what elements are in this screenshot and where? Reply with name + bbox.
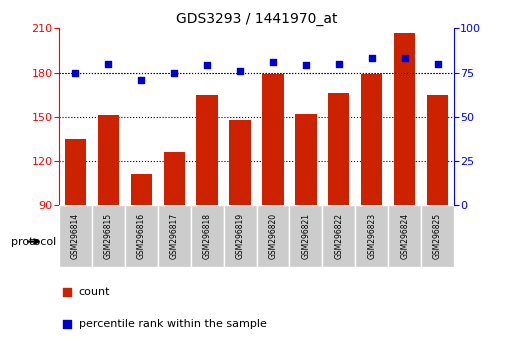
Title: GDS3293 / 1441970_at: GDS3293 / 1441970_at <box>176 12 337 26</box>
Bar <box>427 95 448 205</box>
Text: calcium-free wash (CFW): calcium-free wash (CFW) <box>332 237 445 246</box>
Point <box>63 321 71 327</box>
Bar <box>164 152 185 205</box>
Bar <box>262 74 284 205</box>
Bar <box>328 93 349 205</box>
Text: GSM296825: GSM296825 <box>433 213 442 259</box>
Text: GSM296818: GSM296818 <box>203 213 212 259</box>
Bar <box>191 205 224 267</box>
Point <box>433 61 442 67</box>
Text: GSM296819: GSM296819 <box>235 213 245 259</box>
Text: GSM296815: GSM296815 <box>104 213 113 259</box>
Point <box>104 61 112 67</box>
Point <box>368 56 376 61</box>
Bar <box>394 33 416 205</box>
Bar <box>158 205 191 267</box>
Text: GSM296821: GSM296821 <box>301 213 310 259</box>
Bar <box>191 223 322 260</box>
Bar <box>289 205 322 267</box>
Text: GSM296816: GSM296816 <box>137 213 146 259</box>
Text: 20 calcium ion pulses (20-p): 20 calcium ion pulses (20-p) <box>192 237 321 246</box>
Bar <box>196 95 218 205</box>
Text: control: control <box>109 237 141 246</box>
Bar <box>59 205 92 267</box>
Text: GSM296822: GSM296822 <box>334 213 343 259</box>
Bar <box>322 205 355 267</box>
Bar <box>421 205 454 267</box>
Point <box>137 77 145 82</box>
Point <box>203 63 211 68</box>
Bar <box>224 205 256 267</box>
Text: GSM296823: GSM296823 <box>367 213 376 259</box>
Bar <box>322 223 454 260</box>
Bar <box>92 205 125 267</box>
Bar <box>256 205 289 267</box>
Text: GSM296820: GSM296820 <box>268 213 278 259</box>
Point <box>334 61 343 67</box>
Bar <box>388 205 421 267</box>
Text: percentile rank within the sample: percentile rank within the sample <box>79 319 267 329</box>
Bar <box>65 139 86 205</box>
Bar <box>125 205 158 267</box>
Bar <box>355 205 388 267</box>
Text: count: count <box>79 287 110 297</box>
Point <box>302 63 310 68</box>
Bar <box>97 115 119 205</box>
Bar <box>295 114 317 205</box>
Point <box>71 70 80 75</box>
Bar <box>59 223 191 260</box>
Text: protocol: protocol <box>11 236 56 247</box>
Point <box>401 56 409 61</box>
Bar <box>229 120 251 205</box>
Bar <box>361 74 382 205</box>
Bar <box>131 175 152 205</box>
Point <box>236 68 244 74</box>
Point <box>63 289 71 295</box>
Point <box>170 70 179 75</box>
Text: GSM296817: GSM296817 <box>170 213 179 259</box>
Text: GSM296824: GSM296824 <box>400 213 409 259</box>
Text: GSM296814: GSM296814 <box>71 213 80 259</box>
Point <box>269 59 277 65</box>
